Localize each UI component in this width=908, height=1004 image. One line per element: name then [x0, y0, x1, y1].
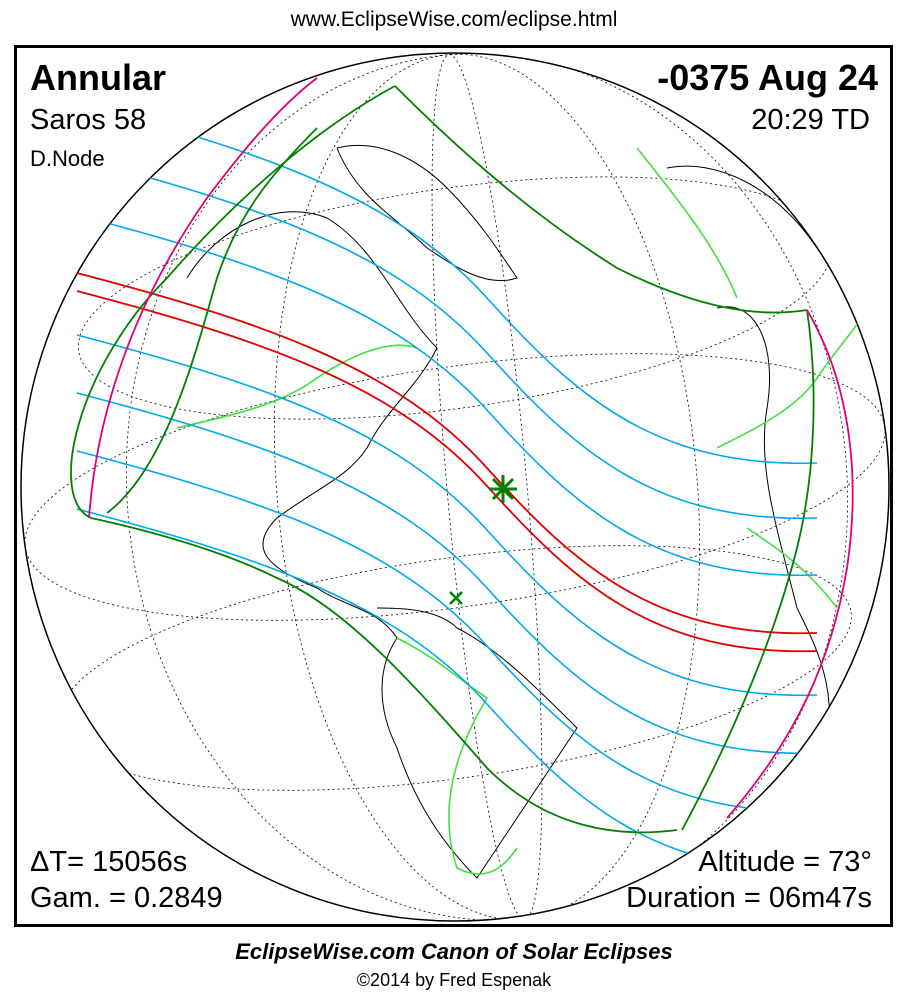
penumbral-line: [76, 450, 818, 813]
url-header: www.EclipseWise.com/eclipse.html: [290, 8, 618, 31]
eclipse-limits: [70, 85, 815, 834]
eclipse-type: Annular: [30, 57, 167, 98]
footer-copyright: ©2014 by Fred Espenak: [356, 970, 552, 990]
penumbral-lines: [76, 102, 818, 871]
x-icon: [449, 591, 463, 605]
gamma: Gam. = 0.2849: [30, 882, 223, 914]
globe-map: [20, 52, 890, 922]
eclipse-map-frame: Annular -0375 Aug 24 Saros 58 20:29 TD D…: [14, 45, 893, 927]
star-icon: [489, 475, 517, 503]
east-limit: [681, 309, 815, 831]
penumbral-line: [76, 102, 818, 465]
eclipse-time: 20:29 TD: [751, 104, 870, 136]
coastlines: [186, 144, 878, 879]
delta-t: ΔT= 15056s: [30, 846, 188, 878]
penumbral-line: [76, 508, 818, 871]
west-limit-oval: [70, 85, 396, 519]
globe-limb: [20, 52, 890, 922]
duration: Duration = 06m47s: [626, 882, 872, 914]
political-borders: [176, 147, 868, 875]
penumbral-line: [76, 334, 818, 697]
penumbral-line: [76, 214, 818, 577]
saros: Saros 58: [30, 104, 147, 136]
west-inner-limit: [106, 127, 318, 514]
node: D.Node: [30, 146, 105, 171]
eclipse-date: -0375 Aug 24: [657, 57, 878, 98]
penumbral-line: [76, 392, 818, 755]
altitude: Altitude = 73°: [698, 846, 872, 878]
central-line-south: [76, 290, 818, 653]
central-line-north: [76, 272, 818, 635]
rise-set-curves: [88, 77, 854, 819]
penumbral-line: [76, 157, 818, 520]
southern-limit: [90, 517, 678, 834]
northern-limit: [394, 85, 808, 314]
footer-title: EclipseWise.com Canon of Solar Eclipses: [235, 939, 673, 964]
central-path: [76, 272, 818, 653]
